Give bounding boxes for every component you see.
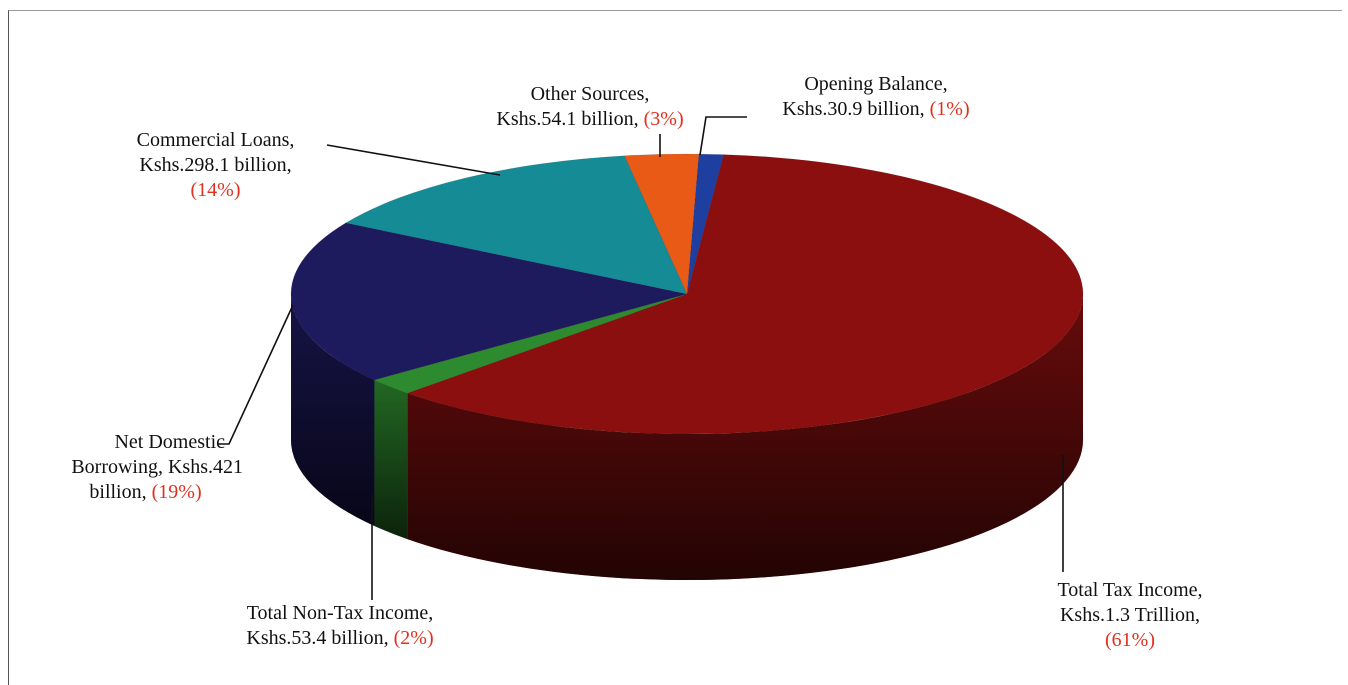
pie-slice-net-domestic-borrowing — [290, 222, 688, 381]
label-ndb-line1: Net Domestic — [114, 431, 225, 453]
pie-slice-other-sources — [624, 153, 700, 296]
label-non-tax-line2: Kshs.53.4 billion, — [246, 627, 389, 649]
label-other-sources: Other Sources, Kshs.54.1 billion, (3%) — [465, 82, 715, 132]
label-other-sources-line1: Other Sources, — [530, 83, 650, 105]
label-commercial-loans-line2: Kshs.298.1 billion, — [139, 154, 292, 176]
label-non-tax-pct: (2%) — [393, 627, 434, 649]
label-ndb-line3: billion, — [89, 481, 147, 503]
pie-slice-commercial-loans — [345, 155, 688, 295]
leader-commercial-loans — [326, 144, 501, 176]
label-opening-balance-pct: (1%) — [929, 98, 970, 120]
label-opening-balance: Opening Balance, Kshs.30.9 billion, (1%) — [752, 72, 1000, 122]
label-tax-line2: Kshs.1.3 Trillion, — [1059, 604, 1201, 626]
label-ndb-line2: Borrowing, Kshs.421 — [71, 456, 243, 478]
label-commercial-loans: Commercial Loans, Kshs.298.1 billion, (1… — [108, 128, 323, 203]
label-commercial-loans-pct: (14%) — [190, 179, 241, 201]
chart-frame — [8, 10, 1342, 685]
label-ndb-pct: (19%) — [151, 481, 202, 503]
label-net-domestic-borrowing: Net Domestic Borrowing, Kshs.421 billion… — [28, 430, 243, 505]
leader-opening-balance — [699, 116, 747, 156]
pie-side-total-non-tax-income — [374, 379, 408, 540]
pie-side-total-tax-income — [407, 294, 1084, 580]
label-other-sources-pct: (3%) — [643, 108, 684, 130]
pie-slice-opening-balance — [686, 153, 725, 295]
label-tax-pct: (61%) — [1105, 629, 1155, 651]
label-opening-balance-line1: Opening Balance, — [804, 73, 948, 95]
label-commercial-loans-line1: Commercial Loans, — [136, 129, 295, 151]
label-total-tax-income: Total Tax Income, Kshs.1.3 Trillion, (61… — [1020, 578, 1240, 653]
leader-net-domestic-borrowing — [218, 304, 294, 445]
pie-side-net-domestic-borrowing — [291, 294, 375, 526]
label-total-non-tax-income: Total Non-Tax Income, Kshs.53.4 billion,… — [200, 601, 480, 651]
label-non-tax-line1: Total Non-Tax Income, — [246, 602, 434, 624]
pie-slice-total-tax-income — [406, 154, 1084, 435]
label-opening-balance-line2: Kshs.30.9 billion, — [782, 98, 925, 120]
label-tax-line1: Total Tax Income, — [1057, 579, 1203, 601]
pie-slice-total-non-tax-income — [373, 293, 688, 394]
label-other-sources-line2: Kshs.54.1 billion, — [496, 108, 639, 130]
